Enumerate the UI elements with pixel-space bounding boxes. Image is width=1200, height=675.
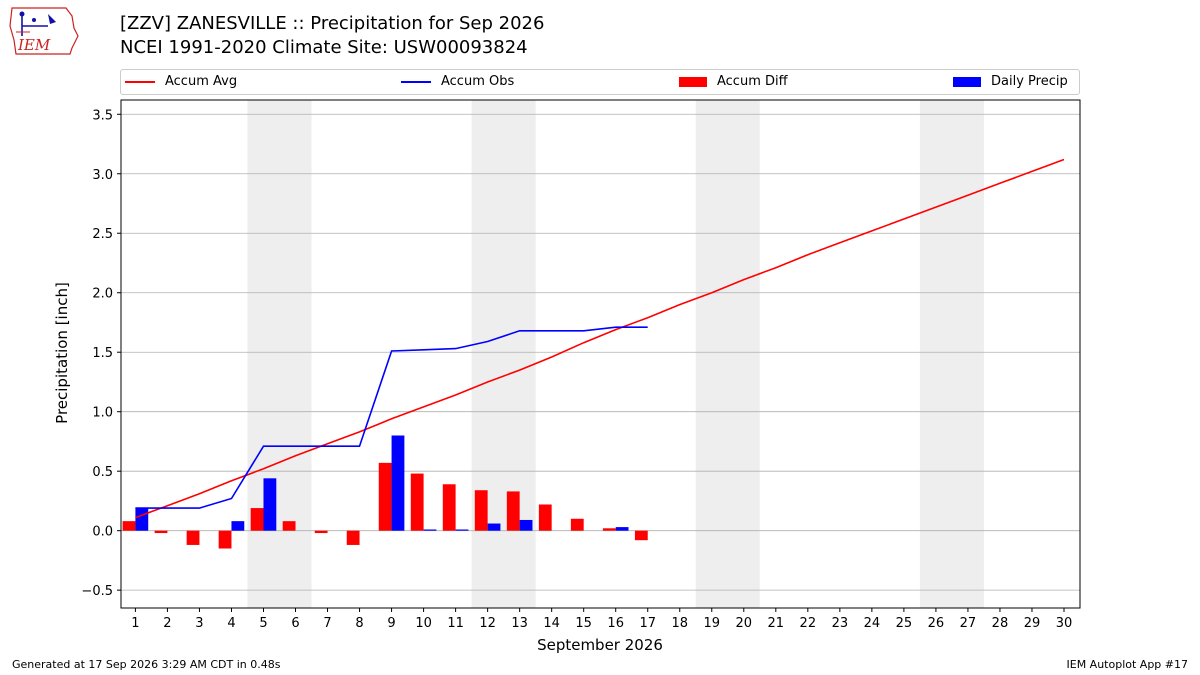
- accum-diff-bar: [634, 530, 648, 541]
- y-axis-label: Precipitation [inch]: [53, 282, 71, 424]
- daily-precip-bar: [487, 523, 501, 531]
- x-tick-label: 30: [1056, 616, 1073, 631]
- y-axis-ticks: −0.5 0.0 0.5 1.0 1.5 2.0 2.5 3.0 3.5: [81, 108, 121, 599]
- x-tick-label: 4: [227, 616, 235, 631]
- x-axis-ticks: 1 2 3 4 5 6 7 8 9 10 11 12 13 14 15 16 17 18 19 20 21 22 23 24 2…: [131, 608, 1072, 631]
- x-tick-label: 26: [928, 616, 945, 631]
- weekend-band-3: [919, 100, 984, 608]
- daily-precip-bar: [391, 435, 405, 531]
- weekend-band-1: [471, 100, 536, 608]
- accum-diff-bar: [442, 484, 456, 531]
- x-tick-label: 9: [387, 616, 395, 631]
- legend-label-accum-obs: Accum Obs: [441, 74, 515, 89]
- y-tick-label: −0.5: [81, 584, 113, 599]
- x-tick-label: 24: [864, 616, 881, 631]
- x-tick-label: 10: [415, 616, 432, 631]
- x-tick-label: 8: [355, 616, 363, 631]
- accum-diff-bar: [218, 530, 232, 549]
- x-tick-label: 15: [575, 616, 592, 631]
- legend-swatch-accum-diff: [679, 76, 707, 87]
- y-tick-label: 1.0: [92, 406, 113, 421]
- svg-text:IEM: IEM: [17, 36, 51, 54]
- accum-diff-bar: [538, 504, 552, 531]
- y-tick-label: 3.0: [92, 168, 113, 183]
- x-tick-label: 6: [291, 616, 299, 631]
- x-tick-label: 27: [960, 616, 977, 631]
- x-tick-label: 25: [896, 616, 913, 631]
- x-tick-label: 20: [736, 616, 753, 631]
- accum-diff-bar: [314, 530, 328, 534]
- accum-diff-bar: [282, 521, 296, 531]
- x-tick-label: 16: [607, 616, 624, 631]
- x-tick-label: 7: [323, 616, 331, 631]
- plot-frame: [120, 99, 1081, 609]
- accum-avg-line: [135, 158, 1065, 519]
- x-tick-label: 22: [800, 616, 817, 631]
- legend-item-daily-precip: Daily Precip: [953, 74, 1068, 89]
- legend-swatch-accum-obs: [401, 80, 431, 83]
- iem-logo: IEM: [8, 6, 82, 62]
- legend-swatch-daily-precip: [953, 76, 981, 87]
- line-series: [135, 158, 1065, 519]
- daily-precip-bar: [455, 529, 469, 531]
- x-tick-label: 17: [639, 616, 656, 631]
- accum-obs-line: [135, 326, 648, 509]
- x-tick-label: 23: [832, 616, 849, 631]
- x-tick-label: 13: [511, 616, 528, 631]
- accum-diff-bar: [474, 490, 488, 531]
- y-tick-label: 0.0: [92, 525, 113, 540]
- x-tick-label: 12: [479, 616, 496, 631]
- legend-item-accum-avg: Accum Avg: [125, 74, 237, 89]
- y-gridlines: [121, 113, 1080, 591]
- generated-timestamp: Generated at 17 Sep 2026 3:29 AM CDT in …: [12, 658, 281, 671]
- x-tick-label: 11: [447, 616, 464, 631]
- accum-diff-bar: [506, 491, 520, 531]
- legend-swatch-accum-avg: [125, 80, 155, 83]
- accum-diff-bar: [410, 473, 424, 531]
- daily-precip-bar: [519, 519, 533, 531]
- x-tick-label: 18: [671, 616, 688, 631]
- y-tick-label: 1.5: [92, 346, 113, 361]
- y-tick-label: 0.5: [92, 465, 113, 480]
- accum-diff-bar: [154, 530, 168, 534]
- daily-precip-bar: [615, 527, 629, 531]
- x-tick-label: 5: [259, 616, 267, 631]
- bar-series: [122, 435, 648, 549]
- accum-diff-bar: [602, 528, 616, 531]
- app-credit: IEM Autoplot App #17: [1066, 658, 1189, 671]
- y-tick-label: 2.0: [92, 287, 113, 302]
- x-tick-label: 3: [195, 616, 203, 631]
- daily-precip-bar: [263, 478, 277, 531]
- chart-legend: Accum Avg Accum Obs Accum Diff Daily Pre…: [120, 69, 1080, 95]
- legend-label-accum-avg: Accum Avg: [165, 74, 238, 89]
- weekend-band-0: [247, 100, 312, 608]
- legend-label-accum-diff: Accum Diff: [717, 74, 788, 89]
- chart-title-line1: [ZZV] ZANESVILLE :: Precipitation for Se…: [120, 13, 545, 34]
- daily-precip-bar: [231, 521, 245, 531]
- x-tick-label: 19: [703, 616, 720, 631]
- x-tick-label: 14: [543, 616, 560, 631]
- legend-item-accum-diff: Accum Diff: [679, 74, 788, 89]
- x-tick-label: 28: [992, 616, 1009, 631]
- accum-diff-bar: [186, 530, 200, 545]
- y-tick-label: 3.5: [92, 108, 113, 123]
- daily-precip-bar: [423, 529, 437, 531]
- x-tick-label: 29: [1024, 616, 1041, 631]
- accum-diff-bar: [122, 521, 136, 531]
- accum-diff-bar: [378, 462, 392, 531]
- chart-title-line2: NCEI 1991-2020 Climate Site: USW00093824: [120, 37, 528, 58]
- daily-precip-bar: [135, 508, 149, 531]
- x-tick-label: 21: [768, 616, 785, 631]
- accum-diff-bar: [250, 508, 264, 531]
- legend-item-accum-obs: Accum Obs: [401, 74, 514, 89]
- legend-label-daily-precip: Daily Precip: [991, 74, 1068, 89]
- y-tick-label: 2.5: [92, 227, 113, 242]
- accum-diff-bar: [570, 518, 584, 531]
- x-tick-label: 1: [131, 616, 139, 631]
- x-tick-label: 2: [163, 616, 171, 631]
- x-axis-label: September 2026: [537, 636, 663, 654]
- weekend-band-2: [695, 100, 760, 608]
- accum-diff-bar: [346, 530, 360, 545]
